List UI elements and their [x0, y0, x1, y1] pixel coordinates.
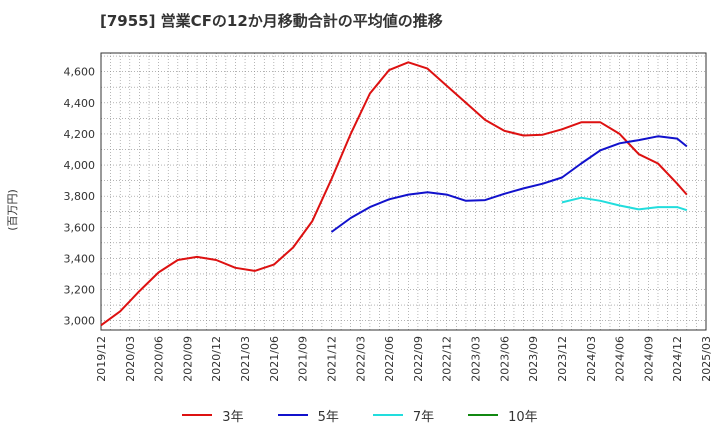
y-tick-label: 3,000 — [64, 315, 96, 328]
x-tick-label: 2025/03 — [700, 336, 713, 382]
x-tick-label: 2020/09 — [181, 336, 194, 382]
x-tick-label: 2021/09 — [297, 336, 310, 382]
legend-swatch — [182, 414, 213, 416]
x-tick-label: 2022/09 — [412, 336, 425, 382]
plot-border — [100, 52, 707, 331]
y-tick-label: 4,000 — [64, 159, 96, 172]
x-tick-label: 2024/12 — [671, 336, 684, 382]
x-tick-label: 2022/06 — [383, 336, 396, 382]
x-tick-label: 2020/06 — [153, 336, 166, 382]
legend-item: 5年 — [277, 406, 339, 425]
legend-item: 10年 — [468, 406, 538, 425]
x-tick-label: 2024/06 — [614, 336, 627, 382]
x-tick-label: 2020/12 — [210, 336, 223, 382]
y-tick-label: 3,200 — [64, 284, 96, 297]
x-tick-label: 2021/03 — [239, 336, 252, 382]
x-tick-label: 2023/06 — [498, 336, 511, 382]
legend: 3年 5年 7年 10年 — [0, 400, 720, 430]
legend-swatch — [277, 414, 308, 416]
y-tick-label: 4,400 — [64, 97, 96, 110]
x-tick-label: 2020/03 — [124, 336, 137, 382]
legend-item: 7年 — [372, 406, 435, 425]
y-tick-label: 3,400 — [64, 252, 96, 265]
legend-label: 5年 — [317, 409, 339, 425]
series-line-2 — [330, 135, 688, 233]
legend-swatch — [372, 414, 403, 416]
plot-area — [101, 53, 706, 330]
x-tick-label: 2019/12 — [95, 336, 108, 382]
x-tick-label: 2023/09 — [527, 336, 540, 382]
y-tick-label: 3,800 — [64, 190, 96, 203]
series-line-1 — [100, 61, 688, 327]
x-tick-label: 2024/09 — [642, 336, 655, 382]
legend-label: 7年 — [412, 409, 435, 425]
y-tick-label: 4,600 — [64, 66, 96, 79]
series-line-3 — [561, 196, 688, 212]
chart-title: [7955] 営業CFの12か月移動合計の平均値の推移 — [100, 12, 443, 30]
y-tick-label: 3,600 — [64, 221, 96, 234]
x-tick-label: 2022/03 — [354, 336, 367, 382]
x-tick-label: 2021/06 — [268, 336, 281, 382]
legend-swatch — [468, 414, 499, 416]
x-tick-label: 2021/12 — [325, 336, 338, 382]
y-tick-label: 4,200 — [64, 128, 96, 141]
x-tick-label: 2022/12 — [441, 336, 454, 382]
legend-item: 3年 — [182, 406, 244, 425]
legend-label: 3年 — [222, 409, 244, 425]
legend-label: 10年 — [508, 409, 538, 425]
x-tick-label: 2024/03 — [585, 336, 598, 382]
x-tick-label: 2023/12 — [556, 336, 569, 382]
x-tick-label: 2023/03 — [470, 336, 483, 382]
